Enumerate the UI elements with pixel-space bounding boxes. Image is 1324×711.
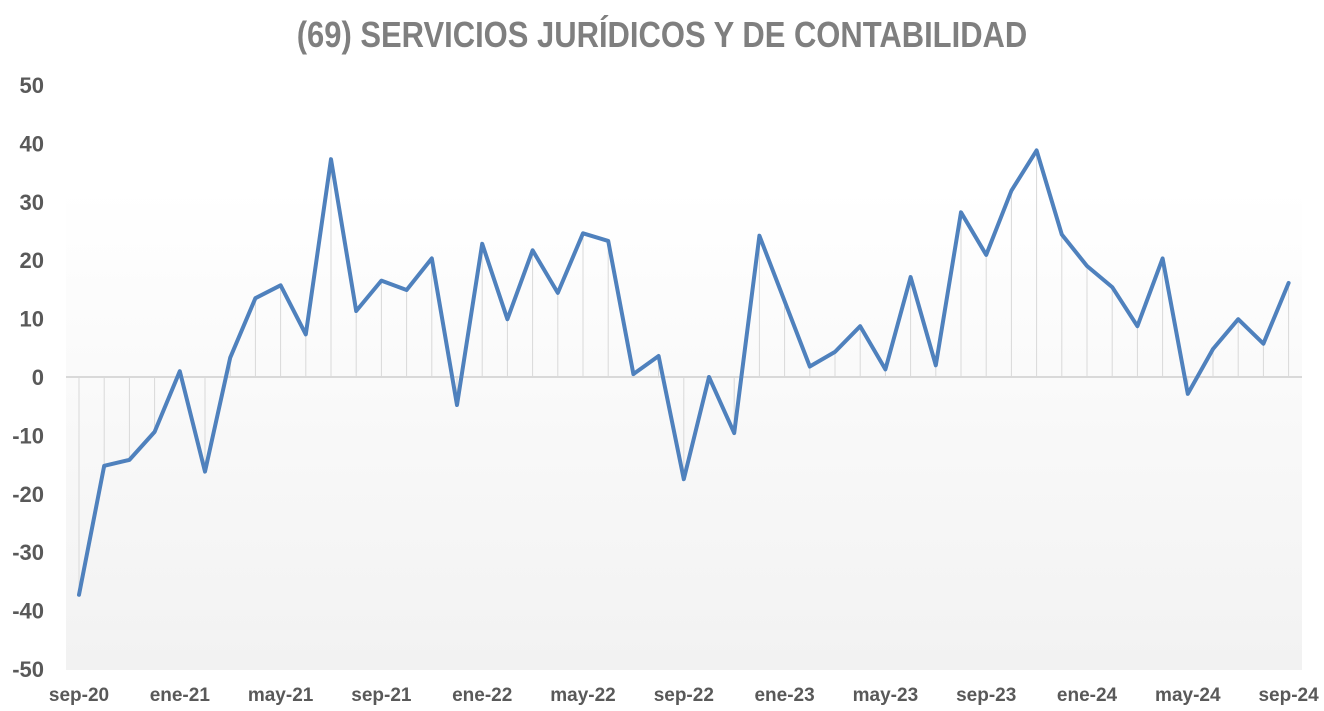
y-tick-label: 0 [32, 365, 44, 390]
x-tick-label: ene-22 [452, 685, 512, 706]
x-tick-label: sep-20 [49, 685, 109, 706]
y-tick-label: 20 [20, 248, 44, 273]
x-tick-label: sep-23 [956, 685, 1016, 706]
x-tick-label: may-23 [853, 685, 919, 706]
y-tick-label: -30 [12, 540, 44, 565]
y-axis: 50 40 30 20 10 0 -10 -20 -30 -40 -50 [12, 73, 44, 682]
y-tick-label: 10 [20, 307, 44, 332]
x-tick-label: sep-22 [654, 685, 714, 706]
series-line [77, 148, 1291, 597]
x-tick-label: ene-21 [150, 685, 211, 706]
x-axis: sep-20 ene-21 may-21 sep-21 ene-22 may-22 sep-… [49, 685, 1319, 706]
y-tick-label: -10 [12, 423, 44, 448]
x-tick-label: sep-24 [1258, 685, 1319, 706]
chart-title: (69) SERVICIOS JURÍDICOS Y DE CONTABILID… [296, 14, 1028, 55]
y-tick-label: -20 [12, 482, 44, 507]
y-tick-label: 50 [20, 73, 44, 98]
y-tick-label: -50 [12, 657, 44, 682]
x-tick-label: may-21 [248, 685, 314, 706]
x-tick-label: sep-21 [351, 685, 412, 706]
y-tick-label: 30 [20, 190, 44, 215]
drop-lines [78, 150, 1290, 595]
x-tick-label: ene-23 [754, 685, 814, 706]
x-tick-label: may-22 [550, 685, 616, 706]
y-tick-label: 40 [20, 131, 44, 156]
y-tick-label: -40 [12, 599, 44, 624]
x-tick-label: ene-24 [1057, 685, 1118, 706]
x-tick-label: may-24 [1155, 685, 1221, 706]
